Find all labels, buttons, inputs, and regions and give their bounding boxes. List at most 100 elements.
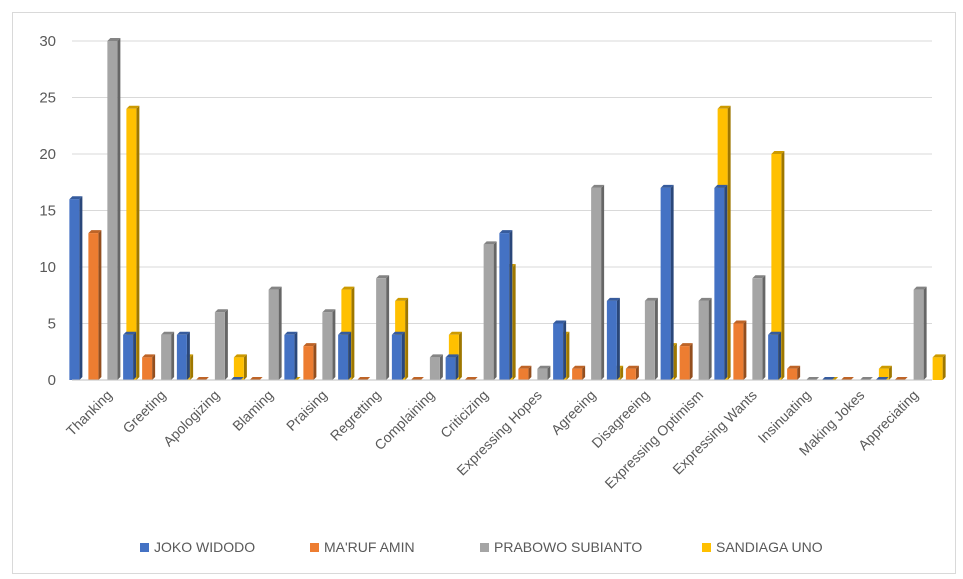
bar-front <box>537 368 548 380</box>
bar-front <box>445 357 456 380</box>
bar <box>787 365 801 380</box>
bar-front <box>752 278 763 380</box>
legend-label: SANDIAGA UNO <box>716 539 823 555</box>
bar-side <box>582 365 586 380</box>
bar-top <box>395 297 409 301</box>
bar-top <box>233 354 247 358</box>
bar-top <box>69 196 83 200</box>
x-tick-label: Blaming <box>229 387 276 434</box>
bar-top <box>894 377 908 380</box>
bar <box>303 343 317 380</box>
bar-side <box>455 354 459 380</box>
bar-side <box>458 331 462 380</box>
bar-front <box>142 357 153 380</box>
bar-front <box>572 368 583 380</box>
bar-top <box>429 354 443 358</box>
bar-front <box>679 346 690 380</box>
bar-top <box>768 331 782 335</box>
bar <box>499 230 513 380</box>
bar <box>195 377 209 380</box>
bar-top <box>142 354 156 358</box>
bar-side <box>778 331 782 380</box>
bar <box>161 331 175 380</box>
bar <box>357 377 371 380</box>
bar <box>376 275 390 380</box>
bar <box>771 151 785 380</box>
bar-top <box>572 365 586 369</box>
bar-top <box>88 230 102 234</box>
bar-top <box>859 377 873 380</box>
bar <box>88 230 102 380</box>
bar-side <box>673 343 677 380</box>
bar <box>644 297 658 380</box>
bar-front <box>284 334 295 380</box>
bar <box>768 331 782 380</box>
bar-top <box>518 365 532 369</box>
bar-side <box>601 184 605 380</box>
bar <box>322 309 336 380</box>
bar <box>429 354 443 380</box>
bar-top <box>448 331 462 335</box>
legend-item: SANDIAGA UNO <box>702 539 823 555</box>
bar-front <box>644 300 655 380</box>
bar-front <box>483 244 494 380</box>
bar <box>591 184 605 380</box>
bar-front <box>932 357 943 380</box>
bar-top <box>771 151 785 154</box>
bar-side <box>493 241 497 380</box>
bar-side <box>727 105 731 381</box>
bar-side <box>117 38 121 380</box>
bar <box>679 343 693 380</box>
bar-front <box>878 368 889 380</box>
bar-side <box>190 354 194 380</box>
bar <box>126 105 140 381</box>
y-tick-label: 5 <box>48 316 56 333</box>
bar-top <box>932 354 946 358</box>
bar-side <box>923 286 927 380</box>
bar <box>391 331 405 380</box>
y-tick-label: 0 <box>48 372 56 389</box>
bar-top <box>733 320 747 324</box>
bar-side <box>401 331 405 380</box>
bar-top <box>176 331 190 335</box>
bar-top <box>107 38 121 41</box>
bar <box>875 377 889 380</box>
bar-front <box>499 233 510 380</box>
bar-front <box>391 334 402 380</box>
bar-top <box>679 343 693 347</box>
legend: JOKO WIDODO MA'RUF AMIN PRABOWO SUBIANTO SA… <box>140 539 823 555</box>
bar <box>410 377 424 380</box>
bar <box>660 184 674 380</box>
legend-swatch <box>310 543 319 552</box>
bar-top <box>284 331 298 335</box>
legend-item: MA'RUF AMIN <box>310 539 415 555</box>
bar <box>230 377 244 380</box>
bar-side <box>566 331 570 380</box>
legend-item: JOKO WIDODO <box>140 539 255 555</box>
bar-side <box>689 343 693 380</box>
legend-label: PRABOWO SUBIANTO <box>494 539 642 555</box>
bar-top <box>821 377 835 380</box>
bar-side <box>635 365 639 380</box>
bar-side <box>224 309 228 380</box>
bar <box>821 377 835 380</box>
y-tick-label: 30 <box>39 33 56 50</box>
bar-side <box>708 297 712 380</box>
bar-top <box>338 331 352 335</box>
bar-top <box>553 320 567 324</box>
legend-label: MA'RUF AMIN <box>324 539 415 555</box>
bar-top <box>625 365 639 369</box>
bar-front <box>322 312 333 380</box>
bar-side <box>509 230 513 380</box>
x-tick-label: Praising <box>283 387 330 434</box>
bar-side <box>781 151 785 380</box>
bar-side <box>670 184 674 380</box>
x-tick-label: Agreeing <box>548 387 599 438</box>
y-tick-label: 10 <box>39 259 56 276</box>
bar-front <box>591 187 602 380</box>
bar <box>553 320 567 380</box>
bar-front <box>376 278 387 380</box>
bars <box>69 38 946 381</box>
